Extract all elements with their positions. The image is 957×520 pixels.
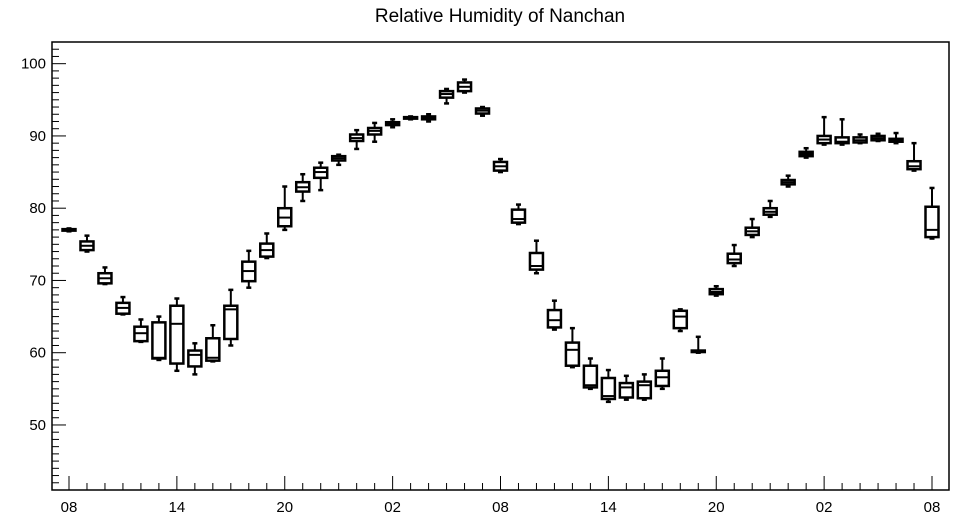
y-tick-label: 100 (21, 56, 46, 73)
iqr-box (726, 252, 742, 265)
y-tick-label: 90 (29, 128, 46, 145)
box-plot (510, 203, 527, 226)
iqr-box (618, 381, 635, 399)
x-tick-label: 20 (276, 499, 293, 516)
box-plot (241, 249, 257, 289)
box-plot (582, 357, 599, 391)
box-plot (744, 217, 760, 239)
box-plot (528, 239, 545, 275)
x-tick-label: 02 (816, 499, 833, 516)
box-plot (294, 172, 311, 203)
box-plot (726, 243, 742, 268)
iqr-box (636, 380, 653, 400)
iqr-box (151, 321, 167, 360)
x-tick-label: 08 (61, 499, 78, 516)
box-plot (924, 186, 940, 240)
box-plot (133, 318, 149, 344)
iqr-box (169, 304, 185, 365)
box-plot (762, 199, 778, 219)
plot-frame (51, 41, 950, 491)
box-plot (115, 295, 131, 316)
box-plot (798, 146, 814, 159)
iqr-box (510, 208, 527, 224)
box-plot (151, 315, 167, 362)
box-plot (654, 357, 671, 391)
box-plot (348, 128, 365, 151)
box-series (61, 78, 940, 404)
chart-title: Relative Humidity of Nanchan (375, 6, 625, 27)
x-tick-label: 20 (708, 499, 725, 516)
iqr-box (906, 159, 922, 171)
box-plot (546, 299, 563, 331)
box-plot (223, 288, 239, 347)
iqr-box (672, 309, 689, 330)
box-plot (672, 308, 689, 333)
x-tick-label: 14 (600, 499, 617, 516)
box-plot (205, 324, 221, 363)
box-plot (474, 105, 491, 117)
box-plot (618, 374, 635, 401)
box-plot (97, 266, 113, 286)
box-plot (780, 174, 796, 188)
box-plot (906, 141, 922, 172)
box-plot (366, 121, 383, 143)
box-plot (834, 118, 850, 146)
box-plot (187, 342, 203, 376)
box-plot (384, 118, 401, 129)
y-axis: 50 60 70 80 90 100 (21, 41, 66, 484)
box-plot (402, 115, 419, 121)
y-tick-label: 70 (29, 272, 46, 289)
x-tick-label: 14 (169, 499, 186, 516)
box-plot (870, 132, 886, 143)
box-plot (312, 161, 329, 192)
x-tick-label: 08 (924, 499, 941, 516)
box-plot (438, 87, 455, 105)
y-tick-label: 60 (29, 345, 46, 362)
box-plot (816, 115, 832, 146)
iqr-box (528, 251, 545, 271)
iqr-box (187, 349, 203, 368)
iqr-box (564, 341, 581, 367)
box-plot (852, 133, 868, 145)
box-plot (420, 113, 437, 123)
iqr-box (654, 369, 671, 388)
box-plot (277, 185, 293, 232)
iqr-box (546, 308, 563, 329)
box-plot (600, 368, 617, 404)
box-plot (708, 284, 724, 297)
iqr-box (205, 337, 221, 362)
box-plot (79, 234, 95, 253)
y-tick-label: 80 (29, 200, 46, 217)
box-plot (564, 326, 581, 369)
box-plot (259, 232, 275, 260)
iqr-box (834, 136, 850, 145)
iqr-box (924, 205, 940, 239)
box-plot (61, 227, 77, 233)
box-plot (169, 297, 185, 373)
iqr-box (600, 376, 617, 401)
box-plot (330, 153, 347, 167)
y-tick-label: 50 (29, 417, 46, 434)
box-plot (636, 373, 653, 401)
x-axis: 08 14 20 02 08 14 20 02 08 (61, 476, 941, 516)
iqr-box (223, 304, 239, 341)
box-plot (690, 335, 707, 354)
iqr-box (582, 364, 599, 389)
x-tick-label: 08 (492, 499, 509, 516)
box-plot (456, 78, 473, 94)
box-plot (492, 157, 509, 174)
x-tick-label: 02 (384, 499, 401, 516)
box-plot (888, 131, 904, 145)
